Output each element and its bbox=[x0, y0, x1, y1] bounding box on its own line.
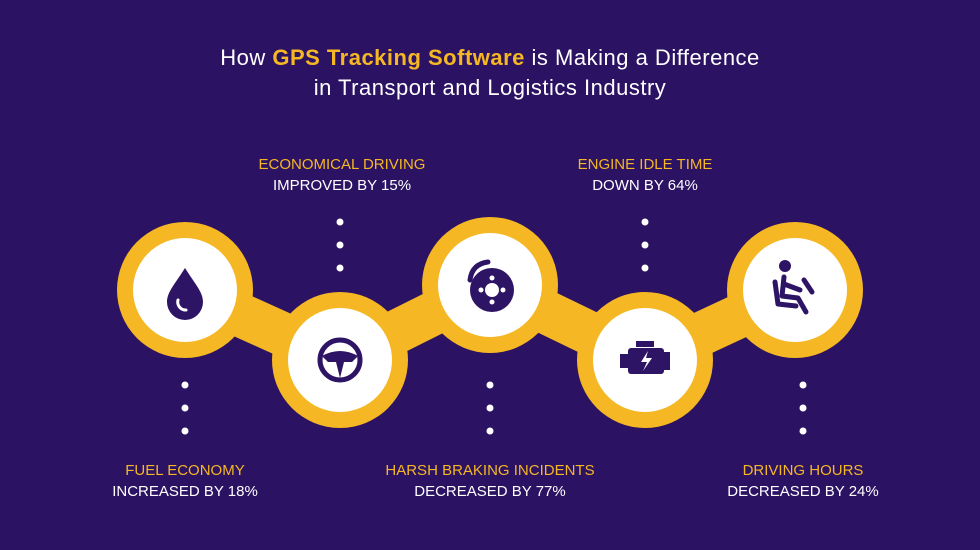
item-label: ECONOMICAL DRIVING bbox=[259, 156, 426, 173]
item-label: FUEL ECONOMY bbox=[125, 462, 244, 479]
title-lead: How bbox=[220, 45, 266, 70]
item-label: ENGINE IDLE TIME bbox=[578, 156, 713, 173]
item-label: DRIVING HOURS bbox=[743, 462, 864, 479]
icon-steering-wheel bbox=[317, 337, 363, 383]
title-rest: is Making a Difference bbox=[532, 45, 760, 70]
icon-driver bbox=[772, 260, 815, 315]
title-highlight: GPS Tracking Software bbox=[272, 45, 525, 70]
title-line2: in Transport and Logistics Industry bbox=[314, 75, 667, 100]
item-detail: DECREASED BY 77% bbox=[414, 483, 565, 500]
item-detail: DOWN BY 64% bbox=[592, 177, 698, 194]
icon-engine bbox=[620, 341, 670, 374]
icon-drop bbox=[167, 268, 203, 320]
icon-brake-disc bbox=[467, 259, 514, 312]
item-label: HARSH BRAKING INCIDENTS bbox=[385, 462, 594, 479]
item-detail: INCREASED BY 18% bbox=[112, 483, 258, 500]
item-detail: IMPROVED BY 15% bbox=[273, 177, 411, 194]
dots bbox=[181, 218, 807, 435]
title-line1: How GPS Tracking Software is Making a Di… bbox=[220, 45, 760, 70]
item-detail: DECREASED BY 24% bbox=[727, 483, 878, 500]
